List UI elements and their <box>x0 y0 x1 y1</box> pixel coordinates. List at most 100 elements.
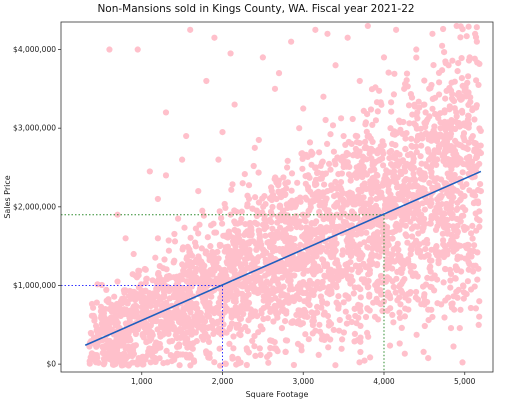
data-point <box>152 254 159 261</box>
data-point <box>324 215 331 222</box>
data-point <box>161 256 168 263</box>
data-point <box>265 300 272 307</box>
data-point <box>269 225 276 232</box>
data-point <box>377 272 385 280</box>
data-point <box>388 256 395 263</box>
data-point <box>346 163 353 170</box>
data-point <box>463 181 470 188</box>
data-point <box>243 301 250 308</box>
data-point <box>339 336 346 343</box>
data-point <box>344 34 351 41</box>
data-point <box>175 279 182 286</box>
data-point <box>436 79 443 86</box>
data-point <box>390 319 397 326</box>
x-tick-label: 5,000 <box>454 377 476 386</box>
data-point <box>414 273 421 280</box>
data-point <box>389 162 396 169</box>
data-point <box>362 313 370 321</box>
data-point <box>233 321 240 328</box>
data-point <box>162 109 170 116</box>
data-point <box>476 148 483 155</box>
data-point <box>367 354 374 361</box>
data-point <box>460 282 467 289</box>
data-point <box>202 295 209 302</box>
data-point <box>237 332 244 339</box>
data-point <box>373 99 381 106</box>
data-point <box>469 222 476 229</box>
data-point <box>396 117 403 124</box>
data-point <box>199 327 207 334</box>
data-point <box>312 176 320 183</box>
data-point <box>314 278 321 286</box>
data-point <box>335 273 343 280</box>
data-point <box>312 181 319 189</box>
data-point <box>338 345 345 352</box>
data-point <box>413 149 420 156</box>
data-point <box>369 245 376 252</box>
data-point <box>119 295 126 302</box>
data-point <box>418 142 425 149</box>
data-point <box>272 174 279 181</box>
data-point <box>176 326 183 333</box>
data-point <box>350 290 357 297</box>
data-point <box>325 322 332 329</box>
data-point <box>243 361 250 369</box>
data-point <box>382 179 389 186</box>
data-point <box>438 201 445 208</box>
point-cloud <box>86 23 484 369</box>
data-point <box>222 360 229 367</box>
data-point <box>219 129 226 136</box>
data-point <box>255 227 262 234</box>
data-point <box>473 24 480 31</box>
data-point <box>314 235 321 243</box>
data-point <box>283 337 291 344</box>
data-point <box>392 289 399 296</box>
data-point <box>348 190 355 197</box>
data-point <box>260 203 267 210</box>
data-point <box>154 195 161 203</box>
data-point <box>427 154 434 161</box>
data-point <box>261 216 268 223</box>
data-point <box>391 168 398 175</box>
data-point <box>360 163 367 170</box>
data-point <box>385 289 392 296</box>
data-point <box>302 331 309 338</box>
data-point <box>255 329 262 336</box>
data-point <box>98 303 105 310</box>
data-point <box>242 221 249 228</box>
data-point <box>232 304 239 311</box>
data-point <box>428 169 435 176</box>
data-point <box>369 159 376 166</box>
data-point <box>420 283 427 290</box>
data-point <box>316 285 324 292</box>
data-point <box>184 335 191 342</box>
data-point <box>362 138 369 145</box>
data-point <box>196 221 203 228</box>
data-point <box>447 277 454 284</box>
data-point <box>205 276 213 283</box>
data-point <box>374 281 381 289</box>
data-point <box>319 256 326 263</box>
data-point <box>214 248 221 255</box>
data-point <box>367 106 375 113</box>
data-point <box>442 95 449 102</box>
data-point <box>396 314 404 321</box>
data-point <box>369 121 376 128</box>
data-point <box>324 243 331 250</box>
data-point <box>337 214 344 221</box>
data-point <box>438 301 445 308</box>
data-point <box>410 263 417 270</box>
data-point <box>253 272 260 279</box>
data-point <box>302 218 309 225</box>
data-point <box>191 313 198 321</box>
data-point <box>371 313 379 320</box>
data-point <box>235 280 242 287</box>
data-point <box>149 332 156 339</box>
data-point <box>230 262 237 270</box>
data-point <box>177 287 185 294</box>
data-point <box>384 307 391 314</box>
data-point <box>348 140 355 148</box>
data-point <box>143 298 150 305</box>
data-point <box>180 331 187 338</box>
data-point <box>349 231 356 238</box>
